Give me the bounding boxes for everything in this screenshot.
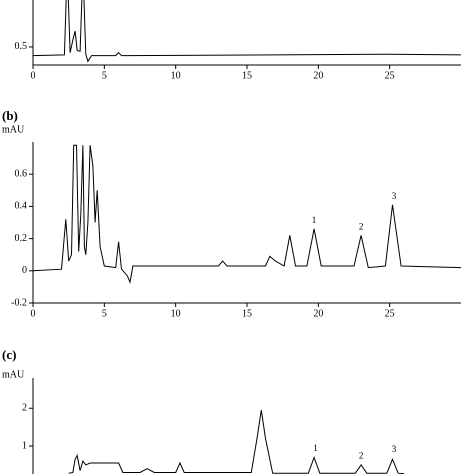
- peak-label: 2: [359, 221, 364, 231]
- x-tick-label: 25: [385, 70, 395, 81]
- x-tick-label: 25: [385, 308, 395, 319]
- x-tick-label: 5: [102, 308, 107, 319]
- y-tick-label: -0.2: [11, 297, 27, 308]
- peak-label: 1: [312, 215, 317, 225]
- y-tick-label: 1: [22, 440, 27, 451]
- peak-label: 3: [392, 191, 397, 201]
- x-tick-label: 10: [171, 308, 181, 319]
- y-tick-label: 0.5: [15, 41, 28, 52]
- peak-label: 2: [359, 451, 364, 461]
- x-tick-label: 0: [31, 308, 36, 319]
- peak-label: 1: [313, 443, 318, 453]
- x-tick-label: 10: [171, 70, 181, 81]
- y-tick-label: 0: [22, 265, 27, 276]
- chromatogram-trace: [33, 0, 462, 63]
- y-tick-label: 0.4: [15, 201, 28, 212]
- x-tick-label: 0: [31, 70, 36, 81]
- y-tick-label: 0.2: [15, 233, 28, 244]
- x-tick-label: 15: [242, 70, 252, 81]
- peak-label: 3: [392, 444, 397, 454]
- panel-label: (b): [2, 108, 18, 123]
- y-axis-label: mAU: [2, 124, 25, 135]
- x-tick-label: 15: [242, 308, 252, 319]
- y-tick-label: 2: [22, 403, 27, 414]
- chromatogram-trace: [68, 410, 404, 474]
- x-tick-label: 5: [102, 70, 107, 81]
- x-tick-label: 20: [313, 70, 323, 81]
- x-tick-label: 20: [313, 308, 323, 319]
- panel-label: (c): [2, 347, 16, 362]
- chromatogram-trace: [33, 144, 462, 284]
- y-axis-label: mAU: [2, 369, 25, 380]
- y-tick-label: 0.6: [15, 168, 28, 179]
